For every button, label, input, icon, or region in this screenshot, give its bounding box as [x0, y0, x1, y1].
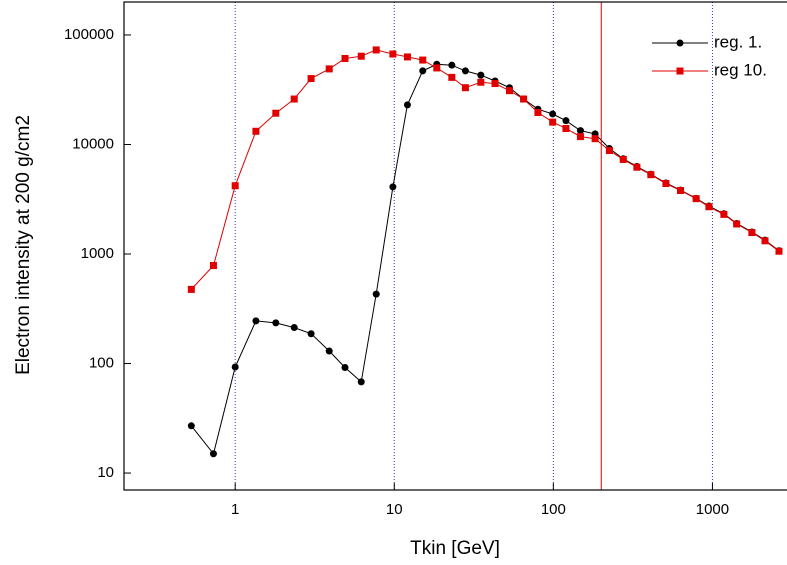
plot-frame	[123, 1, 787, 491]
marker	[733, 220, 741, 228]
marker	[357, 378, 365, 386]
marker	[748, 229, 756, 237]
marker	[372, 290, 380, 298]
x-tick-label: 10	[386, 501, 403, 518]
y-tick-label: 1000	[81, 245, 114, 262]
y-tick-label: 100	[89, 354, 114, 371]
marker	[341, 363, 349, 371]
marker	[633, 163, 641, 171]
y-tick-label: 100000	[64, 26, 114, 43]
marker	[307, 330, 315, 338]
marker	[591, 135, 599, 143]
marker	[461, 67, 469, 75]
marker	[252, 317, 260, 325]
series-line	[190, 49, 780, 290]
marker	[325, 65, 333, 73]
marker	[187, 422, 195, 430]
marker	[231, 182, 239, 190]
marker	[562, 117, 570, 125]
marker	[403, 53, 411, 61]
marker	[761, 237, 769, 245]
legend-label: reg 10.	[714, 60, 767, 79]
marker	[491, 80, 499, 88]
marker	[290, 95, 298, 103]
marker	[372, 46, 380, 54]
marker	[605, 147, 613, 155]
marker	[209, 262, 217, 270]
marker	[389, 183, 397, 191]
marker	[705, 203, 713, 211]
marker	[662, 180, 670, 188]
marker	[433, 64, 441, 72]
y-tick-label: 10000	[72, 135, 114, 152]
marker	[231, 363, 239, 371]
marker	[549, 110, 557, 118]
marker	[477, 78, 485, 86]
marker	[290, 324, 298, 332]
legend-label: reg. 1.	[714, 32, 762, 51]
marker	[520, 95, 528, 103]
series-line	[190, 63, 780, 455]
marker	[341, 54, 349, 62]
marker	[325, 347, 333, 355]
x-tick-label: 100	[541, 501, 566, 518]
marker	[389, 50, 397, 58]
marker	[272, 109, 280, 117]
legend-marker	[676, 67, 684, 75]
marker	[419, 56, 427, 64]
marker	[461, 84, 469, 92]
x-tick-label: 1	[231, 501, 239, 518]
marker	[448, 73, 456, 81]
marker	[576, 133, 584, 141]
y-tick-label: 10	[97, 464, 114, 481]
marker	[775, 247, 783, 255]
marker	[549, 118, 557, 126]
marker	[576, 127, 584, 135]
marker	[562, 124, 570, 132]
x-tick-label: 1000	[696, 501, 729, 518]
marker	[403, 101, 411, 109]
marker	[720, 210, 728, 218]
x-axis-label: Tkin [GeV]	[410, 538, 500, 559]
marker	[419, 67, 427, 75]
marker	[209, 450, 217, 458]
legend-marker	[676, 39, 684, 47]
marker	[252, 127, 260, 135]
marker	[357, 52, 365, 60]
y-axis-label: Electron intensity at 200 g/cm2	[13, 115, 34, 375]
marker	[272, 319, 280, 327]
marker	[505, 87, 513, 95]
marker	[677, 187, 685, 195]
marker	[534, 108, 542, 116]
marker	[619, 155, 627, 163]
marker	[448, 61, 456, 69]
marker	[187, 285, 195, 293]
marker	[477, 71, 485, 79]
marker	[307, 75, 315, 83]
marker	[692, 195, 700, 203]
plot-area	[187, 2, 783, 490]
marker	[647, 171, 655, 179]
